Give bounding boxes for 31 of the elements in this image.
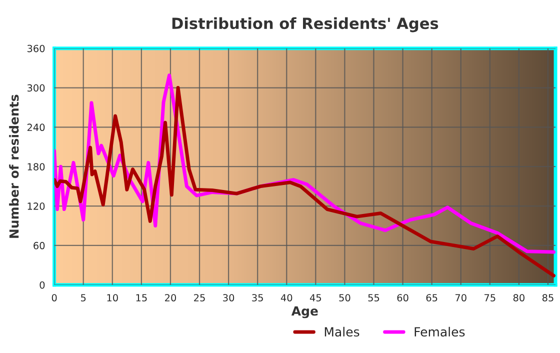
- x-tick-label: 45: [310, 294, 321, 302]
- x-tick-label: 70: [455, 294, 466, 302]
- y-tick-label: 0: [40, 281, 45, 289]
- y-axis-title: Number of residents: [9, 94, 19, 238]
- legend-label: Females: [414, 326, 465, 337]
- x-tick-label: 0: [52, 294, 57, 302]
- x-tick-label: 85: [542, 294, 554, 302]
- x-tick-label: 15: [136, 294, 147, 302]
- legend-label: Males: [324, 326, 360, 337]
- y-tick-label: 180: [28, 163, 45, 170]
- x-tick-label: 80: [513, 294, 524, 302]
- x-tick-label: 10: [107, 294, 118, 302]
- chart-title: Distribution of Residents' Ages: [172, 17, 438, 32]
- x-tick-label: 50: [339, 294, 350, 302]
- x-tick-label: 30: [223, 294, 234, 302]
- y-tick-label: 240: [27, 124, 45, 132]
- y-tick-label: 60: [34, 242, 45, 250]
- x-tick-label: 65: [426, 294, 438, 302]
- x-tick-label: 55: [368, 294, 380, 302]
- x-tick-label: 5: [81, 294, 86, 302]
- y-tick-label: 360: [27, 44, 45, 52]
- x-tick-label: 25: [194, 294, 205, 302]
- x-tick-label: 60: [397, 294, 408, 302]
- line-series: [54, 86, 556, 278]
- x-tick-label: 20: [165, 294, 176, 302]
- y-tick-label: 120: [28, 202, 45, 210]
- x-tick-label: 35: [252, 294, 263, 302]
- y-tick-label: 300: [27, 84, 45, 92]
- x-axis-title: Age: [291, 306, 318, 318]
- x-tick-label: 40: [280, 294, 292, 302]
- x-tick-label: 75: [484, 294, 496, 302]
